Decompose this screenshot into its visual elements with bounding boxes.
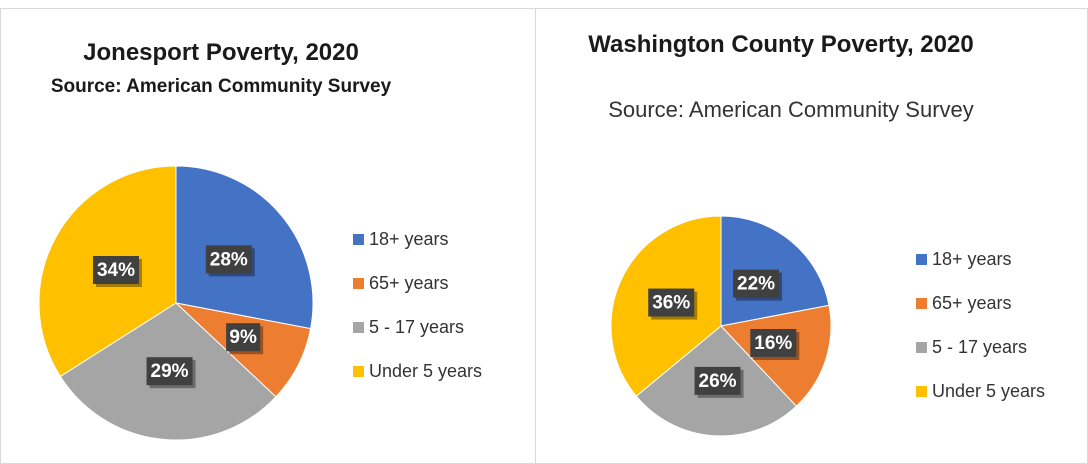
legend-swatch (353, 322, 364, 333)
data-label: 29% (151, 361, 189, 382)
legend-swatch (916, 386, 927, 397)
chart-title: Jonesport Poverty, 2020 (83, 39, 359, 66)
pie-chart: 28% 9% 29% 34% (38, 165, 314, 441)
legend-item: Under 5 years (916, 381, 1045, 402)
chart-title: Washington County Poverty, 2020 (588, 31, 974, 58)
chart-subtitle: Source: American Community Survey (50, 76, 392, 97)
data-label: 9% (229, 327, 257, 348)
legend-swatch (916, 342, 927, 353)
chart-subtitle: Source: American Community Survey (608, 97, 974, 122)
legend-item: 5 - 17 years (353, 317, 464, 338)
data-label: 34% (97, 260, 135, 281)
data-label-box (750, 328, 797, 357)
data-label-box (694, 366, 741, 395)
data-label: 36% (652, 293, 690, 314)
legend-swatch (353, 234, 364, 245)
legend-item: 18+ years (916, 249, 1012, 270)
data-label-box (146, 357, 193, 386)
legend-label: 5 - 17 years (932, 337, 1028, 357)
legend-swatch (916, 298, 927, 309)
chart-panel: Washington County Poverty, 2020 Source: A… (535, 8, 1088, 464)
legend-label: 18+ years (369, 229, 449, 249)
legend-item: 18+ years (353, 229, 449, 250)
legend-item: 65+ years (916, 293, 1012, 314)
pie-chart: 22% 16% 26% 36% (610, 215, 832, 437)
legend-swatch (916, 254, 927, 265)
legend-label: 18+ years (932, 249, 1012, 269)
legend-label: Under 5 years (932, 381, 1046, 401)
chart-panel: Jonesport Poverty, 2020 Source: American … (0, 8, 536, 464)
legend-label: 65+ years (369, 273, 449, 293)
data-label-box (226, 323, 261, 352)
data-label: 22% (737, 274, 775, 295)
data-label: 16% (754, 333, 792, 354)
data-label-box (733, 269, 780, 298)
data-label-box (205, 245, 252, 274)
legend-swatch (353, 278, 364, 289)
legend-label: 65+ years (932, 293, 1012, 313)
data-label: 28% (210, 249, 248, 270)
data-label-box (92, 255, 139, 284)
data-label: 26% (699, 371, 737, 392)
data-label-box (648, 288, 695, 317)
legend-label: Under 5 years (369, 361, 483, 381)
legend-item: Under 5 years (353, 361, 482, 382)
legend-label: 5 - 17 years (369, 317, 465, 337)
legend-swatch (353, 366, 364, 377)
legend-item: 5 - 17 years (916, 337, 1027, 358)
legend-item: 65+ years (353, 273, 449, 294)
